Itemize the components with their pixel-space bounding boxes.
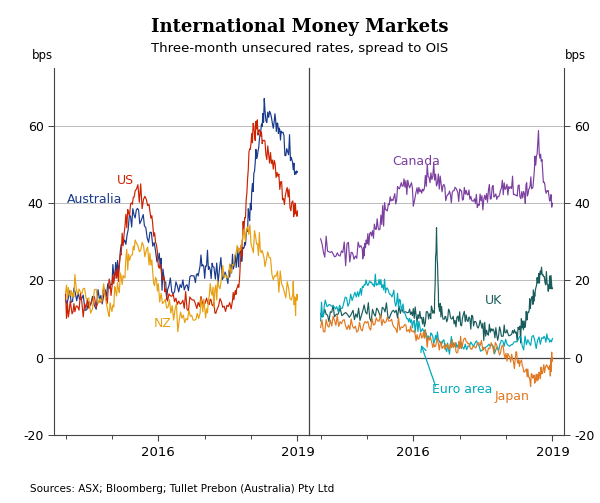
Text: NZ: NZ — [154, 317, 172, 330]
Text: bps: bps — [565, 49, 586, 62]
Text: Japan: Japan — [494, 390, 529, 403]
Text: Australia: Australia — [67, 193, 122, 206]
Text: Euro area: Euro area — [432, 383, 492, 395]
Text: UK: UK — [485, 294, 502, 307]
Text: bps: bps — [32, 49, 53, 62]
Text: International Money Markets: International Money Markets — [151, 18, 449, 36]
Text: Sources: ASX; Bloomberg; Tullet Prebon (Australia) Pty Ltd: Sources: ASX; Bloomberg; Tullet Prebon (… — [30, 484, 334, 494]
Text: Canada: Canada — [392, 154, 440, 167]
Text: US: US — [116, 174, 134, 187]
Text: Three-month unsecured rates, spread to OIS: Three-month unsecured rates, spread to O… — [151, 42, 449, 55]
